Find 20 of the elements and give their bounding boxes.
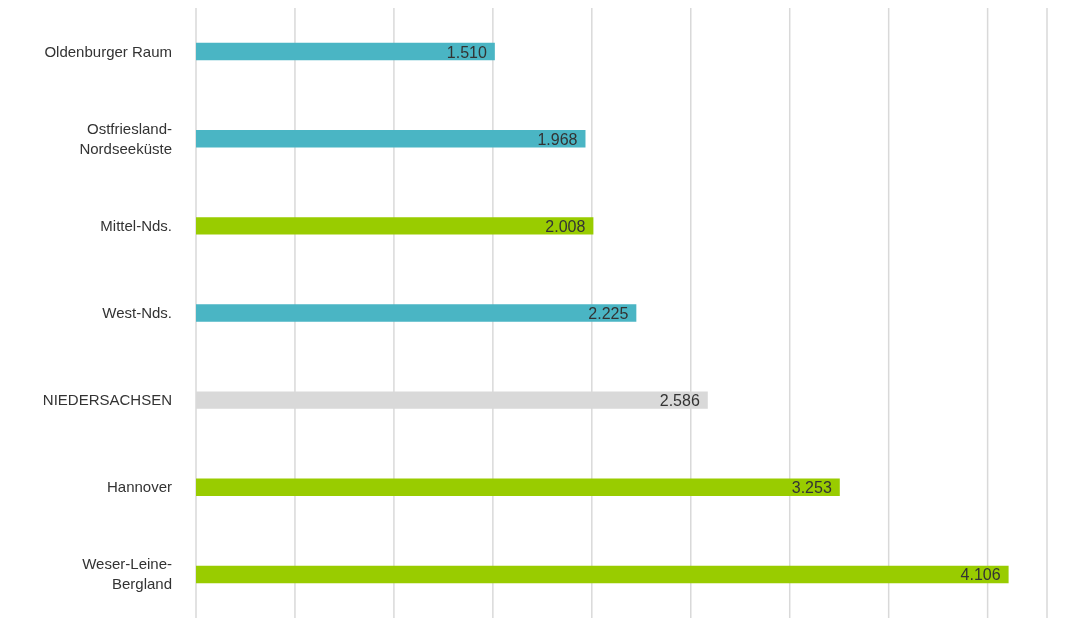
bar — [196, 478, 840, 496]
y-tick-label: NIEDERSACHSEN — [42, 391, 172, 409]
bar — [196, 130, 586, 148]
data-label: 1.968 — [537, 130, 578, 148]
bar — [196, 42, 495, 61]
y-tick-label: Mittel-Nds. — [100, 216, 172, 234]
y-tick-label: Hannover — [106, 478, 172, 496]
data-label: 4.106 — [960, 566, 1001, 584]
y-tick-label: Weser-Leine-Bergland — [82, 555, 172, 593]
bar — [196, 217, 594, 235]
y-tick-label: West-Nds. — [102, 304, 172, 321]
data-label: 2.225 — [588, 305, 629, 322]
y-tick-label: Ostfriesland-Nordseeküste — [79, 119, 172, 157]
bar — [196, 304, 637, 322]
data-label: 2.008 — [545, 217, 586, 235]
data-label: 1.510 — [446, 43, 487, 61]
bar — [196, 565, 1009, 584]
y-tick-label: Oldenburger Raum — [44, 42, 172, 60]
data-label: 2.586 — [659, 392, 700, 410]
data-label: 3.253 — [791, 479, 832, 497]
